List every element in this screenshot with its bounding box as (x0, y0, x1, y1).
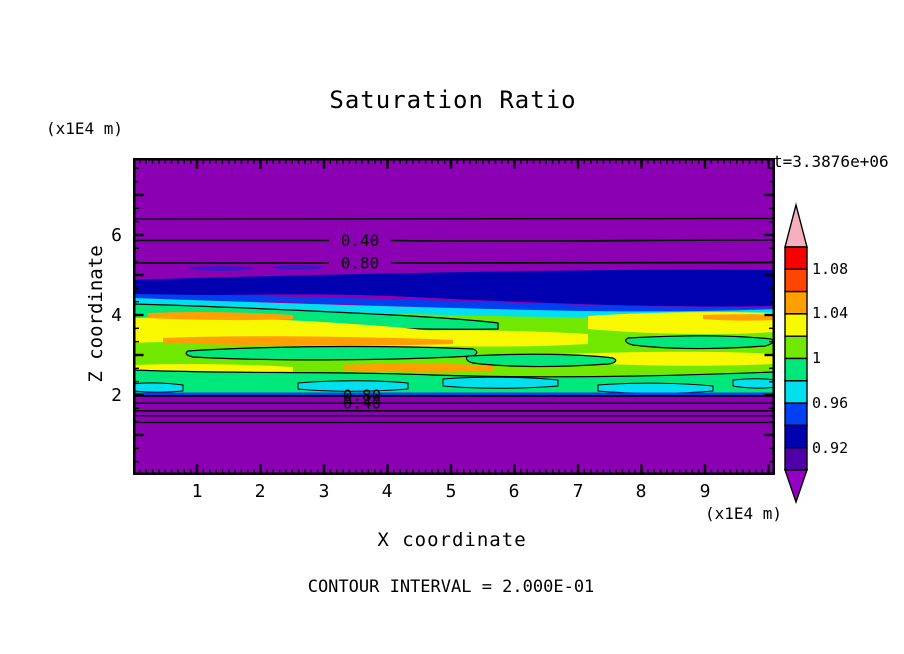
patch-cyan-4 (732, 378, 776, 389)
streak-orange-3 (343, 363, 493, 373)
contour-label-080-lower: 0.80 (343, 386, 382, 405)
y-tick-label-4: 4 (111, 305, 122, 326)
contour-plot-svg: 0.40 0.80 0.80 0.40 (132, 158, 776, 475)
x-tick-label-1: 1 (191, 481, 203, 502)
colorbar-segment-navy (784, 424, 808, 449)
colorbar-segment-violet (784, 446, 808, 471)
x-tick-label-6: 6 (508, 481, 520, 502)
colorbar-label-100: 1 (812, 349, 822, 367)
x-tick-label-3: 3 (318, 481, 330, 502)
colorbar-label-104: 1.04 (812, 304, 849, 322)
contour-label-040-lower: 0.40 (343, 394, 382, 413)
x-axis-label: X coordinate (377, 529, 527, 551)
smudge-indigo-2 (272, 265, 324, 270)
patch-cyan-3 (597, 382, 714, 394)
colorbar-segment-orange (784, 290, 808, 315)
colorbar-segment-cyan (784, 380, 808, 404)
patch-cyan-2 (442, 376, 559, 389)
patch-spring-green-2 (465, 353, 617, 368)
colorbar-segment-chartreuse (784, 335, 808, 360)
y-axis-units: (x1E4 m) (46, 119, 124, 138)
streak-orange-right (703, 314, 775, 321)
x-tick-label-2: 2 (254, 481, 266, 502)
x-tick-label-4: 4 (381, 481, 393, 502)
band-navy (133, 269, 775, 307)
streak-yellow-right-lower (563, 351, 775, 366)
contour-interval-note: CONTOUR INTERVAL = 2.000E-01 (307, 577, 595, 597)
contour-line-bottom-band-edge (132, 369, 776, 378)
band-blue (133, 294, 775, 316)
contour-line-040-right (390, 239, 776, 242)
y-tick-label-2: 2 (111, 385, 122, 406)
patch-spring-green-1 (185, 345, 478, 361)
patch-cyan-5 (132, 382, 184, 393)
colorbar-segment-blue (784, 402, 808, 427)
x-axis-units: (x1E4 m) (704, 504, 782, 523)
contour-label-080-upper: 0.80 (341, 254, 380, 273)
colorbar-arrow-bottom (784, 469, 808, 505)
band-purple-bottom (133, 395, 775, 475)
smudge-indigo-1 (189, 266, 253, 271)
plot-frame (133, 158, 775, 475)
band-blue-baseline (133, 392, 775, 396)
y-tick-label-6: 6 (111, 225, 122, 246)
contour-line-080-right (390, 261, 776, 265)
x-tick-label-5: 5 (445, 481, 457, 502)
streak-orange-2 (163, 336, 453, 346)
colorbar-label-096: 0.96 (812, 394, 849, 412)
time-annotation: t=3.3876e+06 (773, 152, 889, 171)
x-tick-label-9: 9 (699, 481, 711, 502)
colorbar-segment-orangered (784, 268, 808, 293)
contour-plot-area: 0.40 0.80 0.80 0.40 (132, 158, 776, 475)
colorbar-segment-springgreen (784, 357, 808, 382)
contour-line-020 (132, 217, 776, 220)
figure-title: Saturation Ratio (329, 86, 577, 114)
x-tick-label-7: 7 (572, 481, 584, 502)
colorbar-arrow-top (784, 202, 808, 248)
colorbar-label-108: 1.08 (812, 260, 849, 278)
contour-label-040-upper: 0.40 (341, 231, 380, 250)
colorbar-segment-yellow (784, 313, 808, 337)
band-cyan (133, 298, 775, 319)
colorbar (784, 202, 808, 505)
colorbar-label-092: 0.92 (812, 439, 849, 457)
patch-cyan-1 (297, 380, 409, 392)
colorbar-segment-red (784, 246, 808, 270)
patch-spring-green-3 (625, 335, 774, 350)
x-tick-label-8: 8 (635, 481, 647, 502)
streak-orange-1 (148, 311, 293, 321)
